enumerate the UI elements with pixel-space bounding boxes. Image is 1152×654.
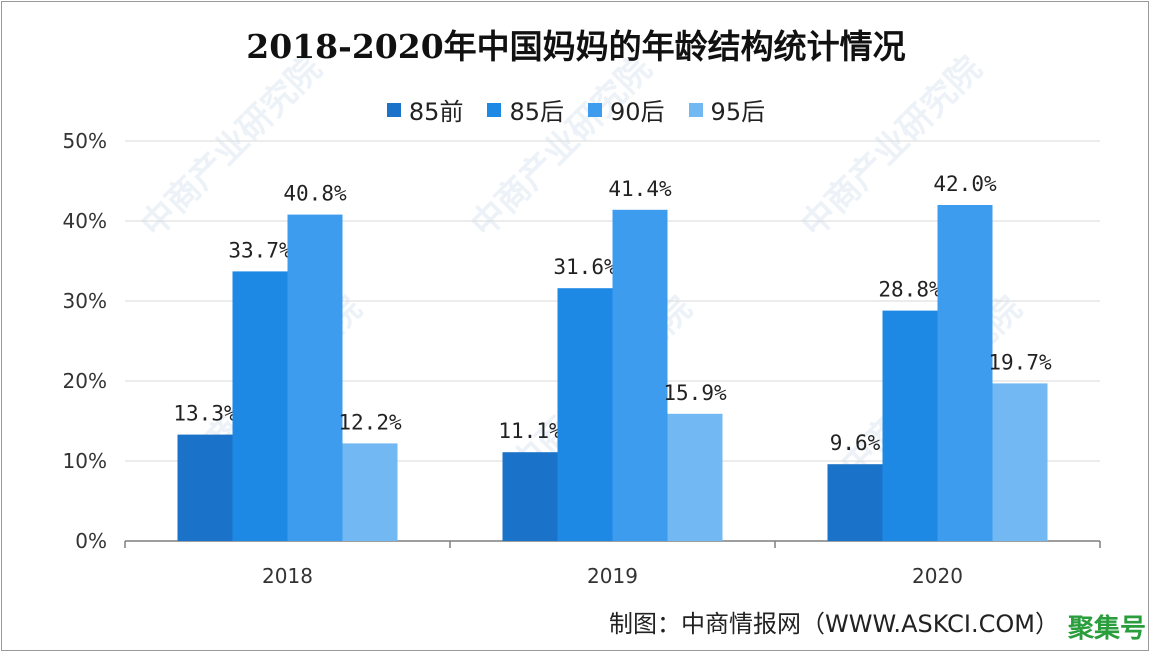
- bar: [177, 434, 233, 541]
- y-tick-label: 0%: [75, 529, 107, 553]
- chart-legend: 85前 85后 90后 95后: [0, 92, 1152, 127]
- data-label: 15.9%: [663, 381, 727, 405]
- bar: [287, 214, 343, 541]
- y-tick-label: 50%: [63, 129, 107, 153]
- bar: [937, 205, 993, 541]
- x-category-label: 2019: [587, 564, 638, 588]
- bar: [667, 413, 723, 541]
- legend-swatch: [688, 102, 703, 117]
- data-label: 28.8%: [878, 278, 942, 302]
- bar: [342, 443, 398, 541]
- bar: [557, 288, 613, 541]
- bar: [827, 464, 883, 541]
- legend-label: 90后: [610, 98, 665, 126]
- x-category-label: 2020: [912, 564, 963, 588]
- data-label: 13.3%: [173, 402, 237, 426]
- x-category-label: 2018: [262, 564, 313, 588]
- data-label: 19.7%: [988, 350, 1052, 374]
- legend-label: 85后: [509, 98, 564, 126]
- legend-item-85-before: 85前: [386, 92, 464, 127]
- bar: [992, 383, 1048, 541]
- data-label: 40.8%: [283, 182, 347, 206]
- data-label: 9.6%: [830, 431, 881, 455]
- data-label: 11.1%: [498, 419, 562, 443]
- stamp-logo: 聚集号: [1067, 614, 1146, 644]
- legend-item-95-after: 95后: [688, 92, 766, 127]
- chart-title: 2018-2020年中国妈妈的年龄结构统计情况: [246, 27, 906, 66]
- data-label: 41.4%: [608, 177, 672, 201]
- y-tick-label: 40%: [63, 209, 107, 233]
- legend-label: 95后: [710, 98, 766, 126]
- legend-item-90-after: 90后: [588, 92, 665, 127]
- y-tick-label: 10%: [63, 449, 107, 473]
- data-label: 42.0%: [933, 172, 997, 196]
- bar: [882, 310, 938, 541]
- y-tick-label: 30%: [63, 289, 107, 313]
- source-note: 制图：中商情报网（WWW.ASKCI.COM）: [609, 610, 1059, 638]
- data-label: 33.7%: [228, 238, 292, 262]
- legend-swatch: [588, 102, 602, 117]
- bar: [612, 209, 668, 542]
- legend-swatch: [386, 102, 401, 117]
- legend-item-85-after: 85后: [487, 92, 564, 127]
- bar: [502, 452, 558, 541]
- legend-swatch: [487, 102, 502, 117]
- legend-label: 85前: [408, 98, 464, 126]
- data-label: 31.6%: [553, 255, 617, 279]
- bar: [232, 271, 288, 541]
- data-label: 12.2%: [338, 410, 402, 434]
- y-tick-label: 20%: [63, 369, 107, 393]
